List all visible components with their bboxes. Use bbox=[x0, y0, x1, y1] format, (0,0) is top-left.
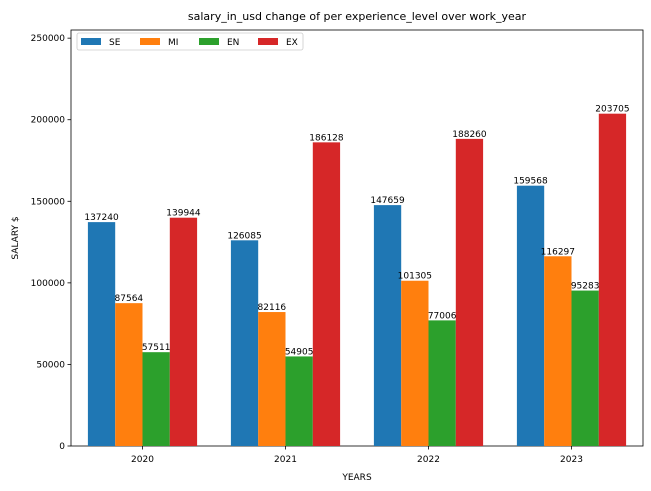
y-tick-label: 250000 bbox=[31, 34, 66, 44]
bar-mi-2020 bbox=[115, 303, 143, 446]
bar-value-label: 57511 bbox=[142, 343, 171, 353]
bar-se-2023 bbox=[516, 185, 545, 446]
y-tick-label: 100000 bbox=[31, 279, 66, 289]
legend-swatch-ex bbox=[258, 38, 278, 45]
bar-value-label: 54905 bbox=[285, 347, 314, 357]
x-axis-label: YEARS bbox=[341, 473, 372, 483]
x-tick-label: 2020 bbox=[131, 455, 154, 465]
bar-value-label: 137240 bbox=[84, 213, 119, 223]
plot-frame bbox=[70, 29, 644, 447]
bar-value-label: 203705 bbox=[595, 105, 629, 115]
legend-box bbox=[76, 32, 304, 51]
bar-value-label: 116297 bbox=[541, 247, 575, 257]
y-tick-label: 50000 bbox=[36, 360, 65, 370]
bar-en-2023 bbox=[571, 290, 599, 446]
bar-value-label: 101305 bbox=[398, 272, 432, 282]
legend-label-mi: MI bbox=[168, 38, 178, 48]
bar-value-label: 126085 bbox=[227, 231, 261, 241]
legend-label-en: EN bbox=[227, 38, 239, 48]
y-tick-label: 200000 bbox=[31, 116, 66, 126]
plot-area: 0 50000 100000 150000 200000 250000 2020 137240… bbox=[31, 29, 644, 465]
bar-mi-2021 bbox=[258, 312, 286, 446]
legend-swatch-se bbox=[81, 38, 101, 45]
bar-mi-2023 bbox=[544, 256, 572, 446]
bar-value-label: 147659 bbox=[370, 196, 405, 206]
legend-label-ex: EX bbox=[286, 38, 298, 48]
legend: SE MI EN EX bbox=[76, 32, 304, 51]
bar-ex-2023 bbox=[598, 113, 627, 447]
bar-value-label: 82116 bbox=[258, 303, 287, 313]
bar-value-label: 186128 bbox=[309, 133, 344, 143]
bar-mi-2022 bbox=[401, 280, 429, 446]
x-tick-label: 2021 bbox=[274, 455, 297, 465]
bar-ex-2021 bbox=[312, 142, 341, 446]
bar-se-2021 bbox=[230, 240, 259, 446]
y-axis-label: SALARY $ bbox=[11, 216, 21, 259]
bar-se-2022 bbox=[373, 205, 402, 446]
legend-label-se: SE bbox=[109, 38, 121, 48]
y-tick-label: 150000 bbox=[31, 197, 66, 207]
bar-value-label: 159568 bbox=[513, 177, 548, 187]
x-tick-label: 2022 bbox=[417, 455, 440, 465]
legend-swatch-mi bbox=[140, 38, 160, 45]
bar-ex-2020 bbox=[169, 217, 198, 446]
bar-value-label: 95283 bbox=[571, 282, 600, 292]
bar-se-2020 bbox=[87, 222, 116, 446]
bar-ex-2022 bbox=[455, 138, 484, 446]
bar-value-label: 139944 bbox=[166, 209, 201, 219]
x-tick-label: 2023 bbox=[560, 455, 583, 465]
bar-value-label: 87564 bbox=[115, 294, 144, 304]
y-tick-label: 0 bbox=[59, 442, 65, 452]
bar-en-2020 bbox=[142, 352, 170, 446]
bar-value-label: 188260 bbox=[452, 130, 487, 140]
bar-en-2022 bbox=[428, 320, 456, 446]
chart-title: salary_in_usd change of per experience_l… bbox=[188, 10, 527, 23]
bar-en-2021 bbox=[285, 356, 313, 446]
bar-value-label: 77006 bbox=[428, 311, 457, 321]
legend-swatch-en bbox=[199, 38, 219, 45]
